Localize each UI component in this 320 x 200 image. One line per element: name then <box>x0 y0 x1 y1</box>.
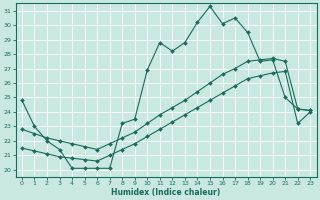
X-axis label: Humidex (Indice chaleur): Humidex (Indice chaleur) <box>111 188 221 197</box>
